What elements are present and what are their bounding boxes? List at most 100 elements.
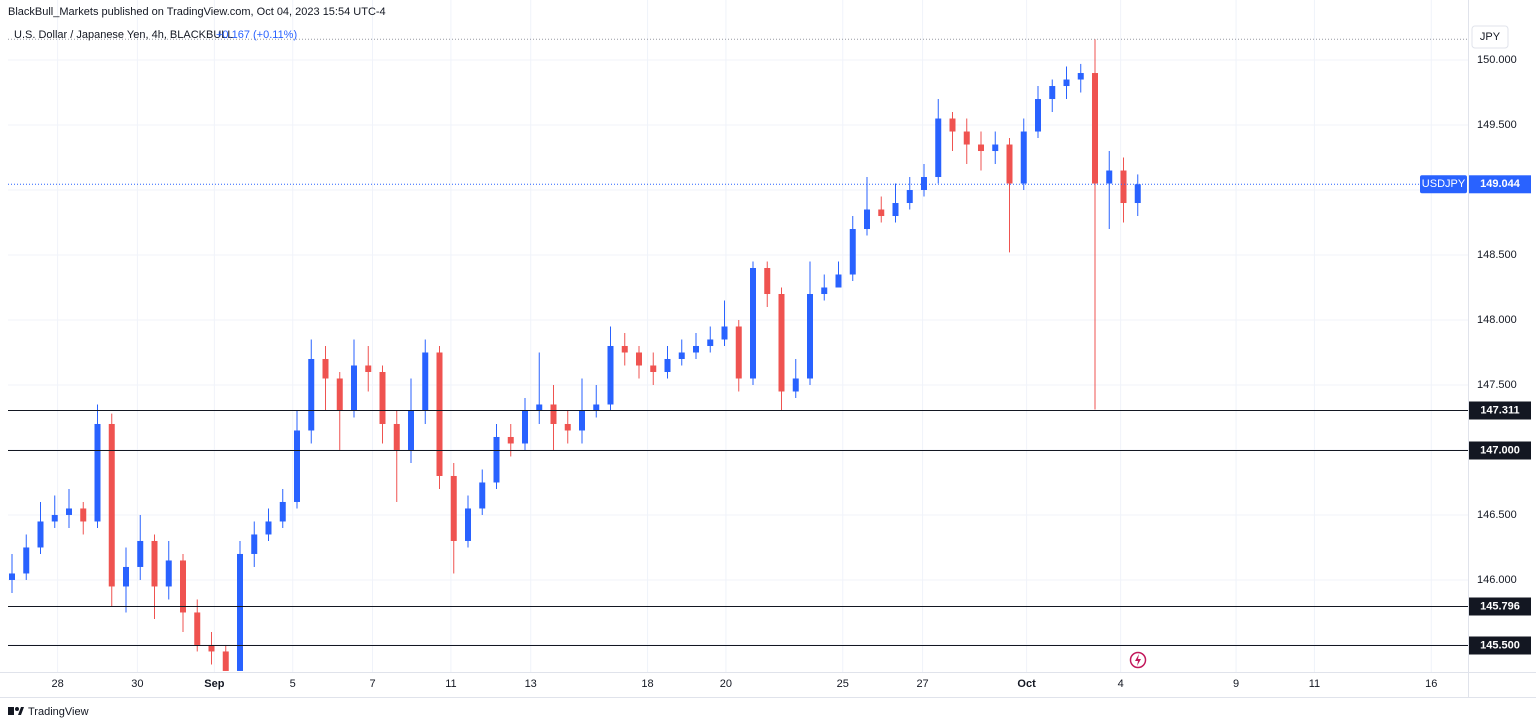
candle-body — [294, 430, 300, 502]
x-tick-label: 18 — [641, 678, 653, 690]
x-tick-label: 28 — [51, 678, 63, 690]
x-tick-label: 11 — [1309, 678, 1320, 690]
candle-body — [479, 482, 486, 509]
currency[interactable]: JPY — [1480, 31, 1501, 43]
candle-body — [507, 436, 514, 444]
y-tick-label: 146.000 — [1477, 574, 1517, 586]
candle-body — [864, 209, 870, 230]
currency-box[interactable] — [1471, 25, 1509, 49]
footer-logo — [8, 707, 24, 715]
candle-body — [108, 423, 115, 587]
candle-body — [564, 423, 571, 431]
footer-brand: TradingView — [28, 706, 89, 718]
x-tick-label: 11 — [445, 678, 456, 690]
candle-body — [80, 508, 87, 522]
candle-body — [265, 521, 272, 535]
candle-body — [678, 352, 685, 359]
candle-body — [1106, 170, 1113, 184]
candle-body — [1120, 170, 1127, 204]
y-tick-label: 150.000 — [1477, 54, 1517, 66]
candle-body — [422, 352, 429, 411]
x-tick-label: 7 — [369, 678, 375, 690]
candle-body — [735, 326, 742, 379]
last-price-label: 149.044 — [1480, 178, 1521, 190]
candle-body — [493, 436, 500, 483]
x-tick-label: 4 — [1118, 678, 1124, 690]
symbol-box — [1420, 175, 1467, 194]
overlay: 150.000149.500149.000148.500148.000147.5… — [8, 54, 1531, 690]
lightning-icon[interactable] — [1129, 651, 1147, 669]
candle-body — [1020, 131, 1027, 184]
candle-body — [750, 268, 756, 379]
candle-body — [835, 274, 842, 288]
level-label-box — [1469, 401, 1531, 420]
candle-body — [251, 534, 258, 554]
candle-body — [379, 371, 386, 424]
candle-body — [978, 144, 984, 152]
x-tick-label: 25 — [837, 678, 849, 690]
candle-body — [308, 358, 315, 431]
symbol-title: U.S. Dollar / Japanese Yen, 4h, BLACKBUL… — [14, 29, 234, 41]
candle-body — [436, 352, 443, 476]
candle-body — [1077, 73, 1084, 80]
candle-body — [607, 345, 614, 405]
grid — [8, 0, 1468, 672]
candle-body — [336, 378, 343, 411]
candle-body — [792, 378, 799, 392]
x-tick-label: 27 — [916, 678, 928, 690]
candle-body — [621, 345, 628, 353]
y-tick-label: 148.000 — [1477, 314, 1517, 326]
candle-body — [9, 573, 15, 580]
level-label: 145.500 — [1480, 639, 1520, 651]
candle-body — [450, 475, 457, 541]
candle-body — [165, 560, 172, 587]
last-price-box — [1469, 175, 1531, 194]
candle-body — [94, 423, 101, 522]
candle-body — [322, 358, 329, 379]
candle-body — [1006, 144, 1013, 184]
candle-body — [151, 540, 158, 587]
candle-body — [878, 209, 885, 217]
candle-body — [906, 190, 913, 204]
candle-body — [393, 423, 400, 450]
candle-body — [137, 540, 144, 567]
candle-body — [365, 365, 372, 372]
candle-body — [892, 203, 899, 217]
candle-body — [778, 294, 785, 392]
level-label-box — [1469, 441, 1531, 460]
candle-body — [536, 404, 543, 411]
candle-body — [180, 560, 186, 613]
y-tick-label: 149.500 — [1477, 119, 1517, 131]
level-label: 147.000 — [1480, 444, 1520, 456]
candle-body — [807, 294, 813, 379]
candle-body — [123, 566, 129, 587]
candle-body — [707, 339, 714, 346]
candle-body — [1035, 99, 1041, 132]
candle-body — [921, 177, 927, 191]
candle-body — [764, 268, 771, 295]
candle-body — [579, 410, 585, 431]
candle-body — [550, 404, 557, 424]
candle-body — [237, 553, 243, 671]
candle-body — [992, 144, 999, 152]
x-tick-label: 16 — [1425, 678, 1437, 690]
x-tick-label: Sep — [204, 678, 224, 690]
candle-body — [51, 514, 58, 522]
candle-body — [222, 651, 229, 671]
candle-body — [949, 118, 956, 132]
candle-body — [1134, 184, 1141, 204]
candle-body — [408, 410, 414, 450]
candle-body — [650, 365, 657, 372]
x-tick-label: 13 — [525, 678, 537, 690]
level-label-box — [1469, 636, 1531, 655]
change: +0.167 (+0.11%) — [216, 29, 297, 41]
candle-body — [849, 229, 856, 275]
candle-body — [351, 365, 357, 411]
x-tick-label: 30 — [131, 678, 143, 690]
y-tick-label: 146.500 — [1477, 509, 1517, 521]
candle-body — [593, 404, 600, 411]
candle-body — [208, 644, 215, 652]
candle-body — [279, 501, 286, 522]
